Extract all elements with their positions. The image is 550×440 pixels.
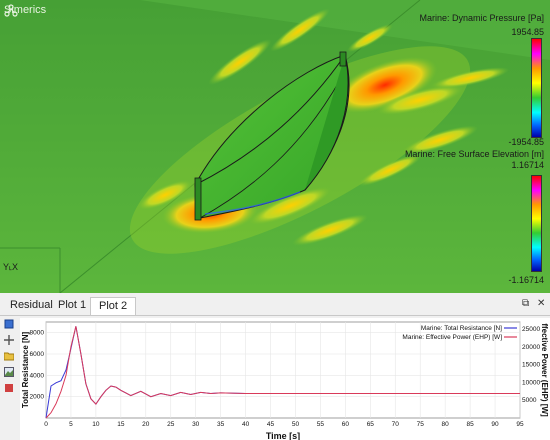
y2-tick-label: 10000	[522, 379, 540, 386]
tab-plot-1[interactable]: Plot 1	[58, 299, 87, 311]
stop-icon-glyph	[4, 383, 13, 392]
app-logo: Simerics	[4, 4, 47, 17]
x-tick-label: 75	[417, 421, 425, 428]
plot-toolbar	[3, 318, 17, 398]
x-tick-label: 70	[392, 421, 400, 428]
image-icon[interactable]	[3, 366, 14, 377]
x-tick-label: 50	[292, 421, 300, 428]
y2-tick-label: 20000	[522, 344, 540, 351]
x-tick-label: 90	[491, 421, 499, 428]
colorbar-title-dynamic-pressure: Marine: Dynamic Pressure [Pa]	[419, 13, 544, 23]
stop-icon[interactable]	[3, 382, 14, 393]
boat-hull	[194, 51, 350, 221]
x-tick-label: 25	[167, 421, 175, 428]
x-tick-label: 60	[342, 421, 350, 428]
grid	[45, 322, 521, 418]
x-tick-label: 45	[267, 421, 275, 428]
legend: Marine: Total Resistance [N] Marine: Eff…	[402, 325, 517, 341]
x-axis-ticks: 0 5 10 15 20 25 30 35 40 45 50 55 60 65 70 75 80 85 90 95	[44, 421, 524, 428]
legend-label-ehp: Marine: Effective Power (EHP) [W]	[402, 334, 502, 341]
folder-icon-glyph	[3, 352, 14, 360]
x-tick-label: 0	[44, 421, 48, 428]
colorbar-min-dynamic-pressure: -1954.85	[508, 137, 544, 147]
simerics-logo-icon	[4, 4, 18, 17]
y-tick-label: 2000	[30, 394, 45, 401]
axes-triad-icon: Y˪X	[3, 262, 19, 272]
x-tick-label: 95	[516, 421, 524, 428]
tab-residual[interactable]: Residual	[10, 299, 53, 311]
x-tick-label: 65	[367, 421, 375, 428]
legend-label-total-resistance: Marine: Total Resistance [N]	[421, 325, 502, 332]
image-icon-glyph	[3, 366, 14, 377]
y-tick-label: 8000	[30, 330, 45, 337]
x-tick-label: 85	[466, 421, 474, 428]
colorbar-title-free-surface: Marine: Free Surface Elevation [m]	[404, 149, 544, 159]
resistance-power-chart: 0 5 10 15 20 25 30 35 40 45 50 55 60 65 70 75 80 85 90 95 2…	[21, 321, 549, 440]
y-tick-label: 4000	[30, 372, 45, 379]
x-tick-label: 35	[217, 421, 225, 428]
x-axis-label: Time [s]	[266, 431, 300, 440]
x-tick-label: 10	[92, 421, 100, 428]
app-logo-text: Simerics	[4, 4, 47, 16]
restore-icon[interactable]: ⧉	[522, 298, 530, 309]
colorbar-dynamic-pressure	[531, 38, 542, 138]
colorbar-max-dynamic-pressure: 1954.85	[511, 27, 544, 37]
x-tick-label: 55	[317, 421, 325, 428]
series-lines	[45, 326, 520, 419]
y2-tick-label: 15000	[522, 362, 540, 369]
colorbar-max-free-surface: 1.16714	[511, 160, 544, 170]
x-tick-label: 5	[69, 421, 73, 428]
y2-tick-label: 5000	[522, 397, 537, 404]
select-icon-glyph	[4, 319, 13, 328]
x-tick-label: 30	[192, 421, 200, 428]
y2-axis-ticks: 5000 10000 15000 20000 25000	[522, 326, 540, 404]
plot-panel[interactable]: 0 5 10 15 20 25 30 35 40 45 50 55 60 65 70 75 80 85 90 95 2…	[20, 318, 550, 440]
close-icon[interactable]: ✕	[537, 298, 546, 309]
x-tick-label: 40	[242, 421, 250, 428]
tab-plot-2[interactable]: Plot 2	[90, 297, 137, 315]
folder-icon[interactable]	[3, 350, 14, 361]
series-line-ehp	[45, 326, 520, 419]
y-axis-ticks: 2000 4000 6000 8000	[30, 330, 45, 401]
plot-tab-bar: Residual Plot 1 Plot 2 ⧉ ✕	[0, 295, 550, 316]
y-tick-label: 6000	[30, 351, 45, 358]
y2-tick-label: 25000	[522, 326, 540, 333]
3d-viewport[interactable]: Simerics Marine: Dynamic Pressure [Pa] 1…	[0, 0, 550, 293]
y-axis-label: Total Resistance [N]	[21, 332, 30, 409]
y2-axis-label: ffective Power (EHP) [W]	[540, 323, 549, 417]
colorbar-min-free-surface: -1.16714	[508, 275, 544, 285]
pan-icon[interactable]	[3, 334, 14, 345]
x-tick-label: 15	[117, 421, 125, 428]
pan-icon-glyph	[3, 334, 14, 345]
x-tick-label: 80	[442, 421, 450, 428]
select-icon[interactable]	[3, 318, 14, 329]
viewport-scene	[0, 0, 550, 293]
colorbar-free-surface	[531, 175, 542, 272]
x-tick-label: 20	[142, 421, 150, 428]
